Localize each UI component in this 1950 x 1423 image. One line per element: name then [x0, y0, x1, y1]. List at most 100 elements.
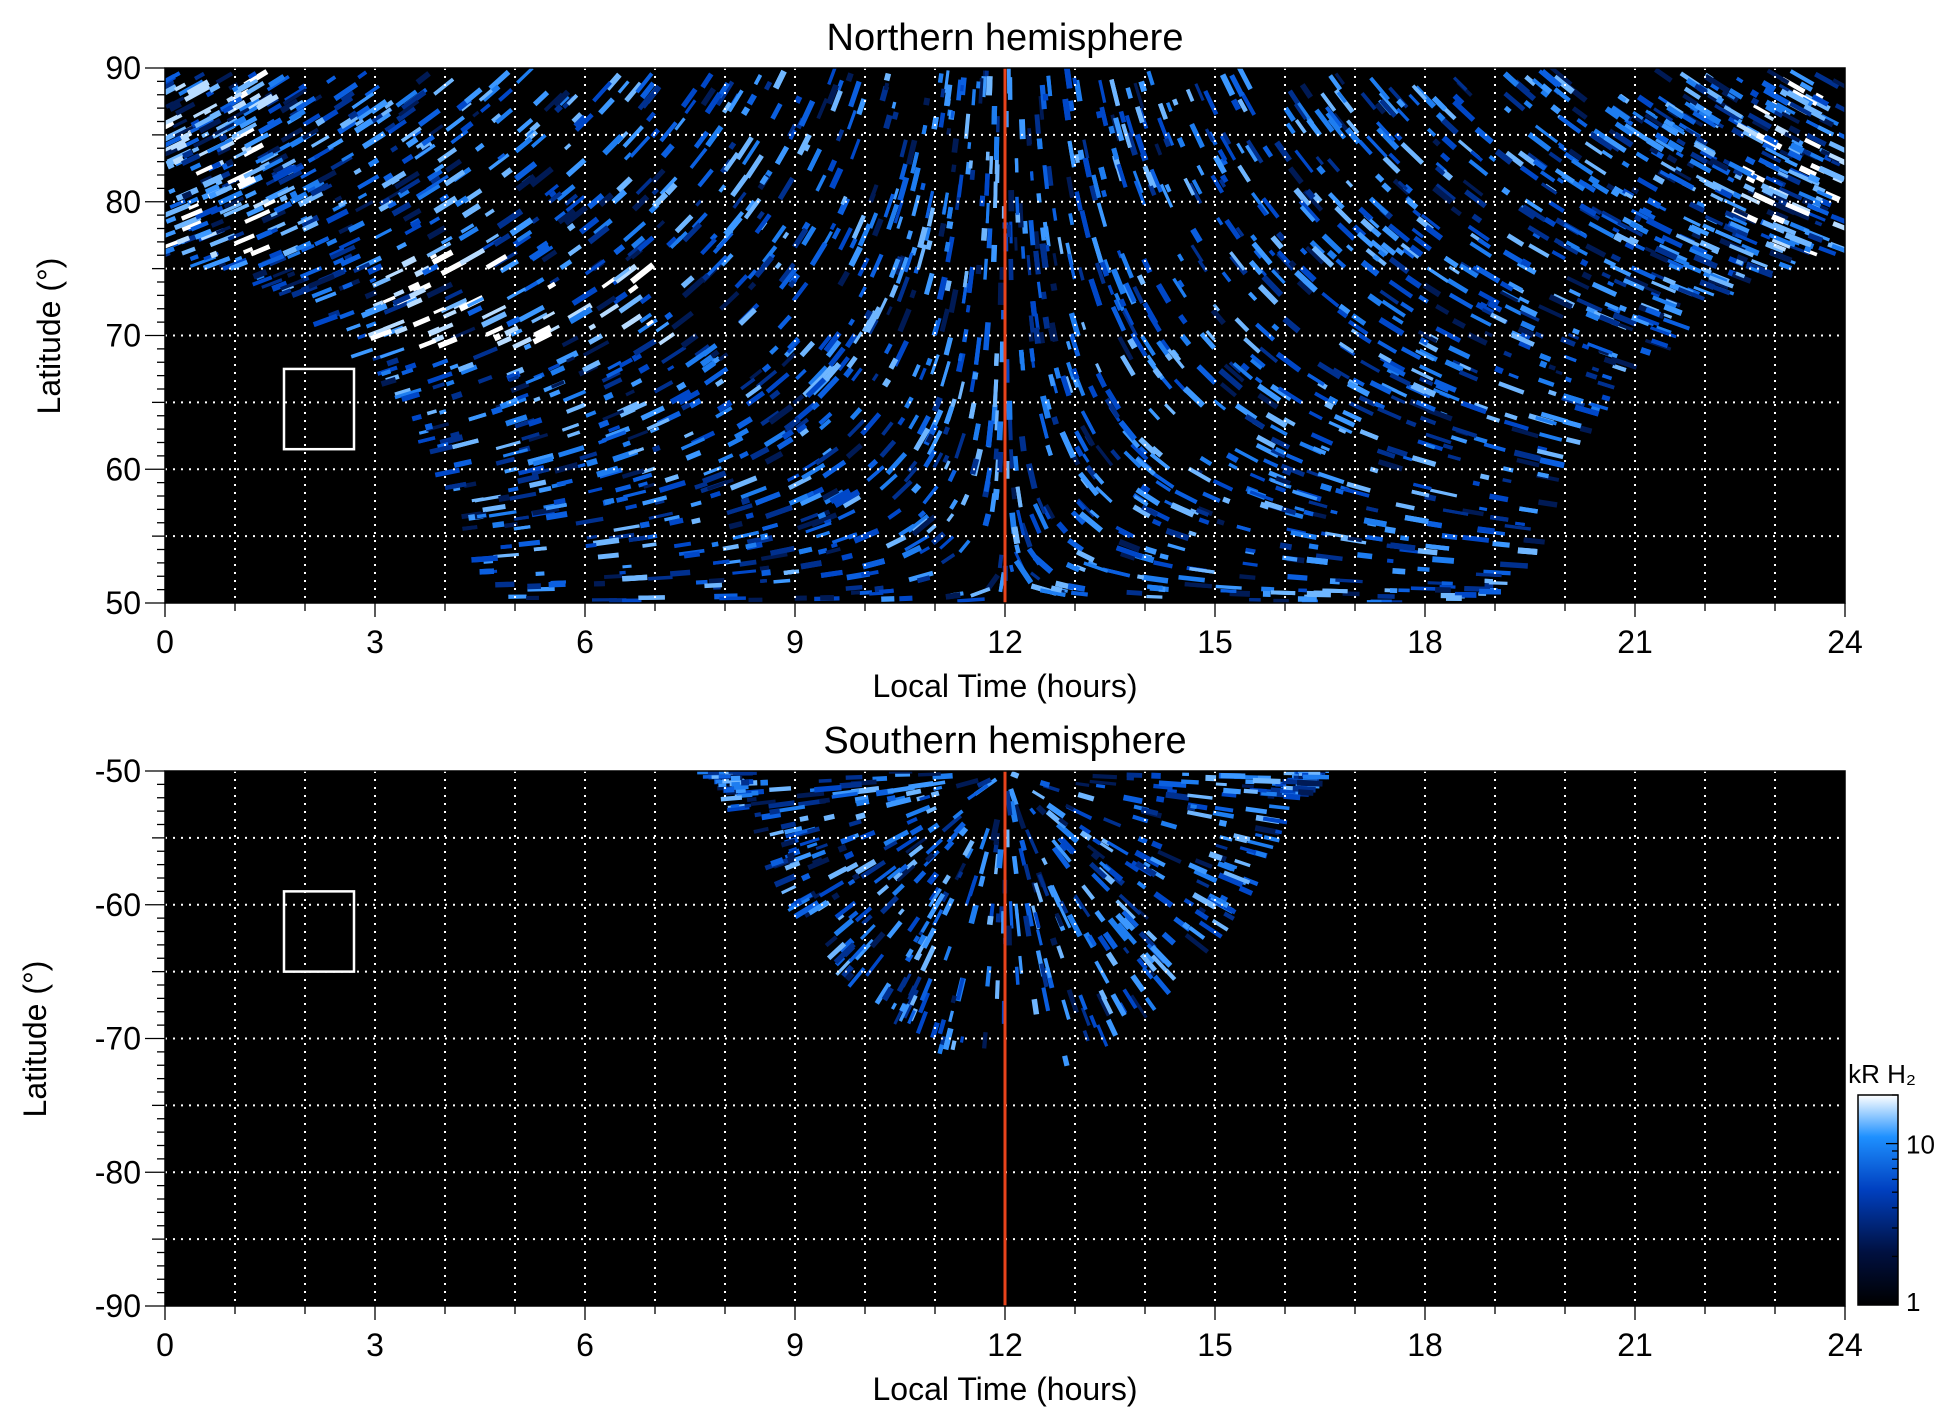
- emission-cell: [811, 401, 820, 411]
- emission-cell: [554, 210, 567, 222]
- emission-cell: [379, 197, 391, 207]
- emission-cell: [786, 851, 795, 859]
- emission-cell: [722, 101, 732, 114]
- emission-cell: [566, 94, 579, 106]
- emission-cell: [1108, 125, 1116, 135]
- emission-cell: [231, 85, 241, 93]
- emission-cell: [1615, 232, 1636, 246]
- emission-cell: [1448, 265, 1460, 275]
- emission-cell: [684, 99, 697, 115]
- emission-cell: [289, 99, 304, 111]
- emission-cell: [849, 237, 858, 249]
- emission-cell: [1576, 118, 1588, 128]
- emission-cell: [501, 167, 513, 178]
- emission-cell: [350, 347, 374, 359]
- y-tick-label: -70: [95, 1021, 141, 1057]
- emission-cell: [1740, 243, 1760, 257]
- emission-cell: [183, 84, 211, 103]
- emission-cell: [1382, 361, 1406, 377]
- emission-cell: [1784, 131, 1801, 143]
- emission-cell: [845, 584, 863, 591]
- emission-cell: [561, 423, 580, 432]
- emission-cell: [1560, 336, 1576, 347]
- emission-cell: [1672, 123, 1685, 134]
- emission-cell: [930, 790, 940, 798]
- emission-cell: [1123, 282, 1137, 303]
- emission-cell: [325, 208, 349, 224]
- emission-cell: [885, 451, 908, 476]
- emission-cell: [408, 287, 426, 299]
- emission-cell: [1541, 69, 1562, 88]
- emission-cell: [939, 1036, 946, 1046]
- emission-cell: [1579, 203, 1597, 217]
- emission-cell: [959, 1036, 965, 1043]
- emission-cell: [1034, 313, 1040, 330]
- emission-cell: [564, 193, 579, 206]
- emission-cell: [1381, 299, 1406, 318]
- emission-cell: [706, 478, 734, 491]
- emission-cell: [467, 305, 483, 317]
- emission-cell: [815, 446, 839, 466]
- emission-cell: [1425, 543, 1450, 551]
- emission-cell: [1018, 955, 1024, 974]
- emission-cell: [1803, 137, 1822, 150]
- emission-cell: [1571, 106, 1588, 120]
- emission-cell: [694, 481, 708, 490]
- emission-cell: [181, 153, 201, 166]
- emission-cell: [182, 149, 194, 159]
- emission-cell: [1745, 176, 1756, 184]
- emission-cell: [497, 152, 506, 161]
- emission-cell: [210, 218, 224, 228]
- emission-cell: [591, 598, 617, 602]
- emission-cell: [485, 233, 500, 244]
- emission-cell: [1237, 98, 1248, 113]
- emission-cell: [387, 200, 397, 209]
- emission-cell: [1095, 783, 1106, 789]
- emission-cell: [943, 405, 955, 425]
- emission-cell: [1411, 227, 1425, 239]
- emission-cell: [1228, 361, 1242, 374]
- emission-cell: [604, 497, 615, 505]
- emission-cell: [547, 324, 560, 334]
- emission-cell: [739, 559, 757, 567]
- emission-cell: [209, 109, 222, 120]
- emission-cell: [926, 207, 936, 227]
- emission-cell: [215, 184, 233, 197]
- emission-cell: [1818, 165, 1845, 182]
- emission-cell: [833, 918, 855, 937]
- emission-cell: [1778, 261, 1793, 271]
- emission-cell: [839, 781, 862, 789]
- emission-cell: [1601, 373, 1613, 381]
- y-tick-label: -80: [95, 1154, 141, 1190]
- emission-cell: [993, 136, 1000, 160]
- emission-cell: [957, 174, 964, 198]
- emission-cell: [1197, 906, 1207, 915]
- emission-cell: [817, 547, 828, 555]
- emission-cell: [1078, 511, 1103, 533]
- emission-cell: [300, 168, 317, 179]
- emission-cell: [1450, 435, 1468, 444]
- emission-cell: [1166, 131, 1175, 146]
- emission-cell: [814, 784, 842, 793]
- emission-cell: [909, 289, 917, 299]
- emission-cell: [982, 513, 992, 527]
- emission-cell: [1245, 779, 1255, 785]
- emission-cell: [1660, 161, 1677, 172]
- emission-cell: [1167, 543, 1186, 552]
- emission-cell: [1328, 420, 1353, 435]
- emission-cell: [1789, 69, 1815, 86]
- emission-cell: [428, 124, 444, 137]
- emission-cell: [1765, 240, 1775, 250]
- emission-cell: [309, 182, 330, 197]
- emission-cell: [1400, 301, 1414, 313]
- emission-cell: [1030, 571, 1041, 581]
- emission-cell: [1693, 285, 1715, 297]
- emission-cell: [801, 225, 817, 246]
- emission-cell: [853, 527, 880, 544]
- emission-cell: [798, 798, 826, 807]
- emission-cell: [1101, 995, 1114, 1015]
- emission-cell: [685, 349, 708, 368]
- colorbar-tick-label: 1: [1906, 1287, 1920, 1317]
- emission-cell: [1135, 106, 1145, 124]
- emission-cell: [450, 129, 469, 145]
